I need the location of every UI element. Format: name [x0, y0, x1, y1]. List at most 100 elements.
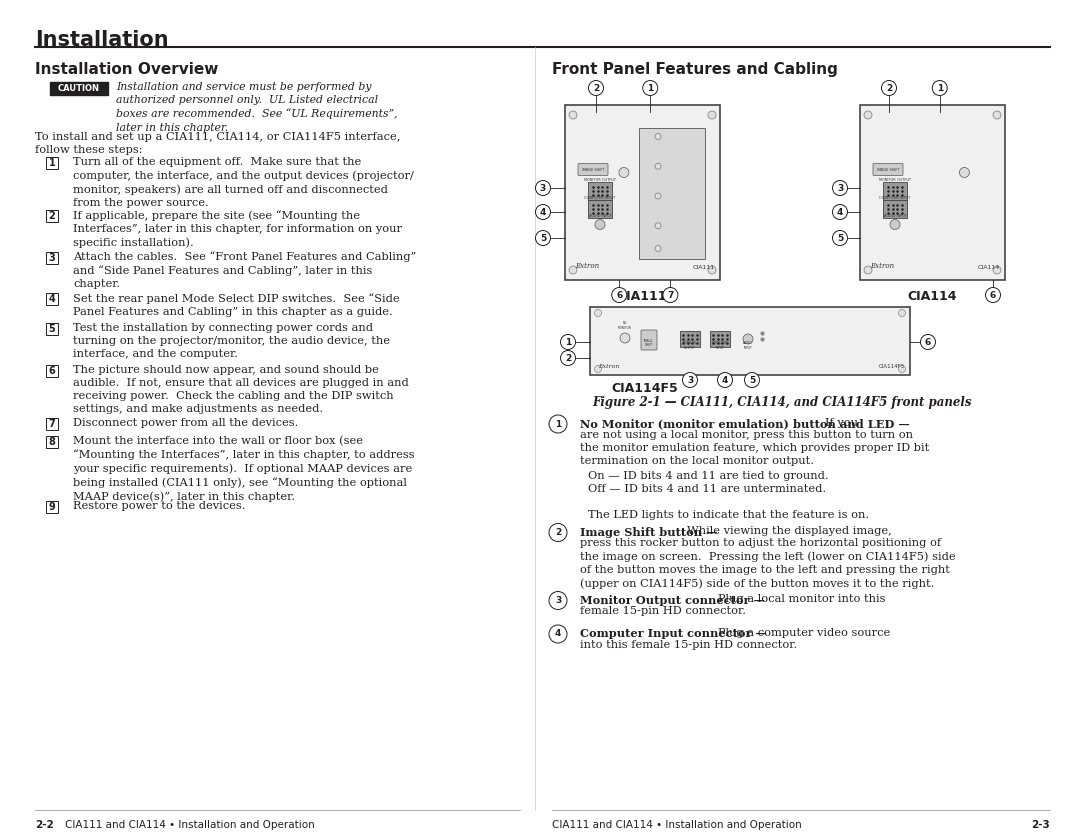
Text: 5: 5 [748, 375, 755, 384]
Text: Attach the cables.  See “Front Panel Features and Cabling”
and “Side Panel Featu: Attach the cables. See “Front Panel Feat… [73, 252, 416, 289]
Text: If you: If you [825, 418, 858, 428]
Text: CIA111: CIA111 [693, 265, 715, 270]
Circle shape [536, 230, 551, 245]
Text: CIA114F5: CIA114F5 [879, 364, 905, 369]
Text: 6: 6 [990, 290, 996, 299]
Circle shape [993, 266, 1001, 274]
Circle shape [594, 365, 602, 373]
FancyBboxPatch shape [883, 182, 907, 199]
Text: Figure 2-1 — CIA111, CIA114, and CIA114F5 front panels: Figure 2-1 — CIA111, CIA114, and CIA114F… [592, 396, 972, 409]
Bar [46, 364, 58, 376]
Text: 5: 5 [49, 324, 55, 334]
Text: 2: 2 [886, 83, 892, 93]
Circle shape [683, 373, 698, 388]
Circle shape [833, 230, 848, 245]
Circle shape [654, 223, 661, 229]
Text: 5: 5 [837, 234, 843, 243]
Text: Computer Input connector —: Computer Input connector — [580, 628, 771, 639]
FancyBboxPatch shape [588, 199, 612, 218]
Circle shape [890, 219, 900, 229]
Text: AUDIO INPUT: AUDIO INPUT [589, 214, 611, 218]
Text: 7: 7 [49, 419, 55, 429]
Circle shape [654, 193, 661, 199]
Circle shape [932, 81, 947, 96]
Text: 6: 6 [49, 365, 55, 375]
Text: CIA111: CIA111 [618, 290, 667, 303]
Text: 7: 7 [667, 290, 674, 299]
Text: Restore power to the devices.: Restore power to the devices. [73, 500, 245, 510]
Text: Turn all of the equipment off.  Make sure that the
computer, the interface, and : Turn all of the equipment off. Make sure… [73, 157, 414, 208]
Text: 3: 3 [687, 375, 693, 384]
Text: Installation: Installation [35, 30, 168, 50]
Text: 1: 1 [565, 338, 571, 346]
Circle shape [959, 168, 970, 178]
Text: CIA111 and CIA114 • Installation and Operation: CIA111 and CIA114 • Installation and Ope… [552, 820, 801, 830]
Text: Installation and service must be performed by
authorized personnel only.  UL Lis: Installation and service must be perform… [116, 82, 397, 133]
Circle shape [561, 334, 576, 349]
Text: Installation Overview: Installation Overview [35, 62, 218, 77]
Text: MONITOR
OUTPUT: MONITOR OUTPUT [683, 341, 697, 350]
Text: 5: 5 [540, 234, 546, 243]
Text: 4: 4 [540, 208, 546, 217]
Text: Extron: Extron [870, 262, 894, 270]
Text: Extron: Extron [575, 262, 599, 270]
Circle shape [881, 81, 896, 96]
Text: Plug a computer video source: Plug a computer video source [718, 628, 890, 638]
Circle shape [654, 245, 661, 252]
Text: 3: 3 [49, 253, 55, 263]
Circle shape [536, 180, 551, 195]
Text: are not using a local monitor, press this button to turn on
the monitor emulatio: are not using a local monitor, press thi… [580, 430, 929, 466]
Circle shape [620, 333, 630, 343]
Text: CIA111 and CIA114 • Installation and Operation: CIA111 and CIA114 • Installation and Ope… [65, 820, 314, 830]
Circle shape [594, 309, 602, 316]
Text: AUDIO
INPUT: AUDIO INPUT [743, 341, 753, 350]
Circle shape [717, 373, 732, 388]
FancyBboxPatch shape [578, 163, 608, 175]
Text: 1: 1 [647, 83, 653, 93]
Bar [46, 252, 58, 264]
Bar [639, 128, 704, 259]
Text: Disconnect power from all the devices.: Disconnect power from all the devices. [73, 418, 298, 428]
Bar [46, 210, 58, 222]
Circle shape [654, 133, 661, 139]
Text: 8: 8 [49, 437, 55, 447]
Circle shape [864, 266, 872, 274]
Text: Set the rear panel Mode Select DIP switches.  See “Side
Panel Features and Cabli: Set the rear panel Mode Select DIP switc… [73, 293, 400, 317]
Text: The picture should now appear, and sound should be
audible.  If not, ensure that: The picture should now appear, and sound… [73, 364, 408, 414]
Bar [50, 82, 108, 95]
Text: MONITOR OUTPUT: MONITOR OUTPUT [879, 178, 912, 182]
Text: 2: 2 [593, 83, 599, 93]
Text: 2: 2 [565, 354, 571, 363]
Text: Mount the interface into the wall or floor box (see
“Mounting the Interfaces”, l: Mount the interface into the wall or flo… [73, 436, 415, 502]
Text: female 15-pin HD connector.: female 15-pin HD connector. [580, 606, 746, 616]
Text: 9: 9 [49, 501, 55, 511]
Text: NO
MONITOR: NO MONITOR [618, 321, 632, 330]
Circle shape [611, 288, 626, 303]
Circle shape [549, 591, 567, 610]
Bar [565, 105, 720, 280]
Text: press this rocker button to adjust the horizontal positioning of
the image on sc: press this rocker button to adjust the h… [580, 539, 956, 589]
Circle shape [595, 219, 605, 229]
Text: AUDIO INPUT: AUDIO INPUT [883, 214, 906, 218]
Bar [46, 323, 58, 335]
Text: 6: 6 [616, 290, 622, 299]
Text: into this female 15-pin HD connector.: into this female 15-pin HD connector. [580, 640, 797, 650]
Text: Monitor Output connector —: Monitor Output connector — [580, 595, 769, 605]
Text: 3: 3 [837, 183, 843, 193]
Text: On — ID bits 4 and 11 are tied to ground.
Off — ID bits 4 and 11 are unterminate: On — ID bits 4 and 11 are tied to ground… [588, 470, 869, 520]
Circle shape [833, 204, 848, 219]
Text: 4: 4 [837, 208, 843, 217]
Circle shape [643, 81, 658, 96]
Text: CAUTION: CAUTION [58, 84, 100, 93]
FancyBboxPatch shape [883, 199, 907, 218]
Text: COMPUTER INPUT: COMPUTER INPUT [584, 195, 616, 199]
Text: CIA114F5: CIA114F5 [611, 382, 678, 395]
Text: 2-2: 2-2 [35, 820, 54, 830]
Bar [46, 418, 58, 430]
Bar [46, 500, 58, 513]
Bar [860, 105, 1005, 280]
Circle shape [663, 288, 678, 303]
Text: 4: 4 [555, 630, 562, 639]
Text: IMAGE
SHIFT: IMAGE SHIFT [645, 339, 653, 347]
Circle shape [619, 168, 629, 178]
